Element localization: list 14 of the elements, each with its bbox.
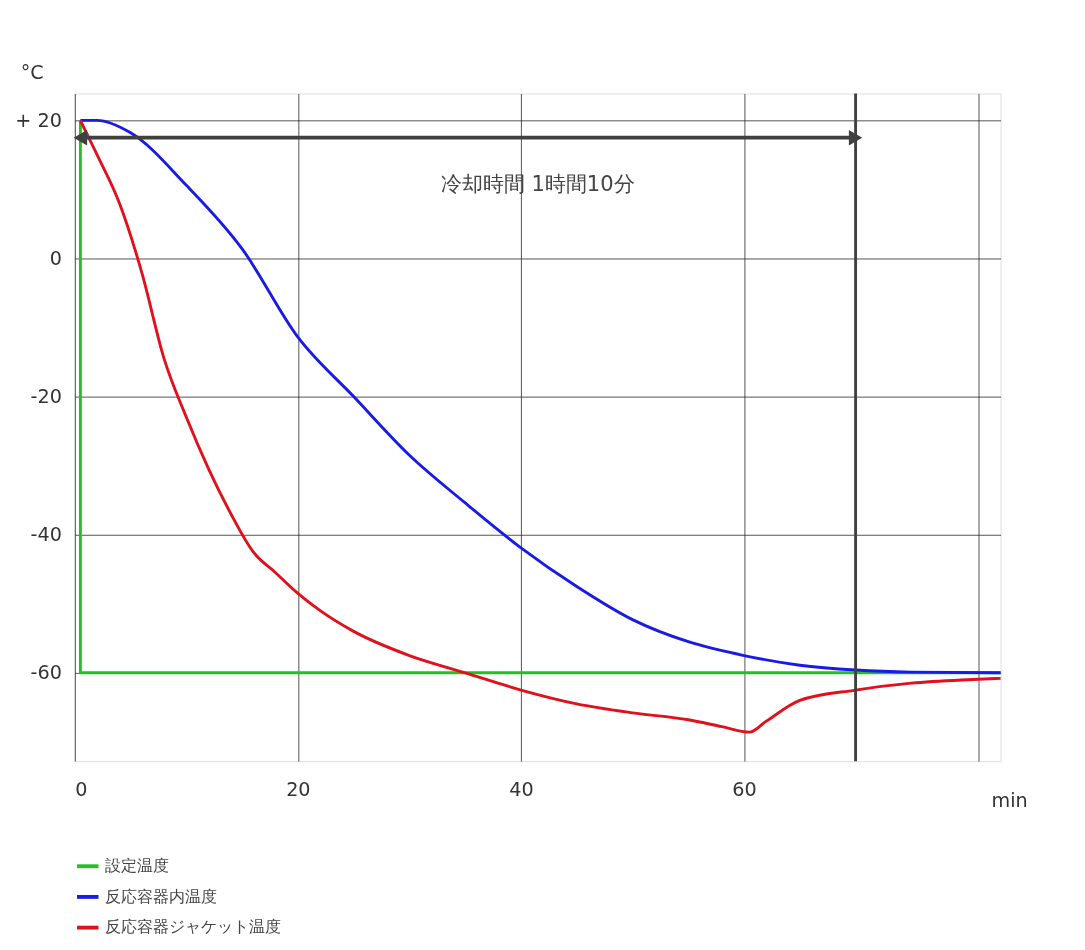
y-tick-label: -40 bbox=[30, 522, 62, 546]
x-tick-label: 20 bbox=[286, 778, 311, 802]
y-axis-title: °C bbox=[20, 60, 44, 84]
legend-label: 反応容器ジャケット温度 bbox=[104, 917, 281, 937]
legend-label: 設定温度 bbox=[104, 856, 169, 876]
x-axis-title: min bbox=[991, 788, 1028, 812]
x-tick-label: 60 bbox=[732, 778, 757, 802]
legend-label: 反応容器内温度 bbox=[104, 886, 217, 906]
y-tick-label: -60 bbox=[30, 661, 62, 685]
y-tick-label: + 20 bbox=[15, 108, 62, 132]
x-tick-label: 0 bbox=[75, 778, 88, 802]
y-tick-label: -20 bbox=[30, 384, 62, 408]
y-tick-label: 0 bbox=[49, 246, 62, 270]
x-tick-label: 40 bbox=[509, 778, 534, 802]
